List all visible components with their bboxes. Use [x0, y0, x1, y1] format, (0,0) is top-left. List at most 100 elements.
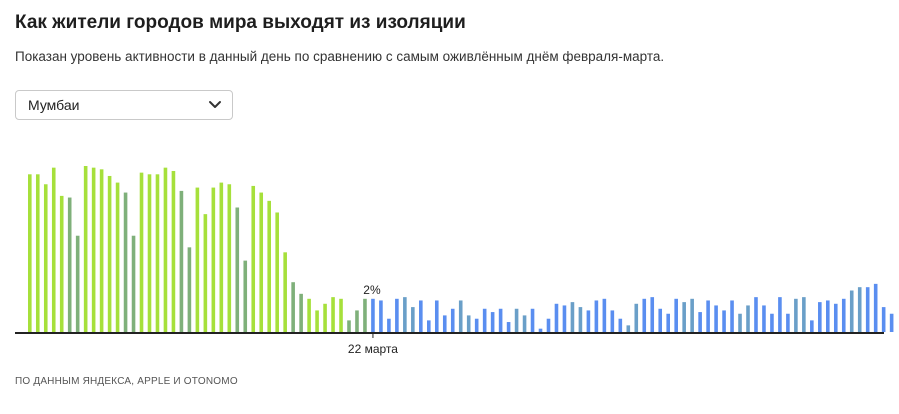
bar-day-58 [482, 308, 487, 332]
bar-day-78 [642, 298, 647, 332]
chart-bars [28, 166, 894, 332]
bar-day-99 [810, 320, 814, 332]
bar-day-5 [59, 195, 64, 332]
bar-day-109 [889, 313, 894, 332]
bar-day-77 [634, 303, 639, 332]
bar-day-68 [562, 305, 567, 332]
bar-day-87 [714, 305, 718, 332]
bar-day-1 [28, 174, 32, 332]
bar-day-26 [227, 184, 232, 332]
bar-day-16 [147, 174, 152, 332]
bar-day-71 [586, 310, 591, 332]
bar-day-83 [682, 302, 686, 332]
bar-day-72 [594, 300, 599, 332]
bar-day-27 [235, 207, 240, 332]
bar-day-52 [434, 300, 439, 332]
bar-day-32 [275, 212, 279, 332]
bar-day-4 [51, 167, 56, 332]
bar-day-2 [35, 174, 40, 332]
bar-day-66 [546, 318, 551, 332]
bar-day-33 [283, 252, 287, 332]
bar-day-8 [83, 166, 88, 332]
bar-day-101 [826, 300, 830, 332]
bar-day-65 [538, 328, 543, 332]
city-select[interactable]: Мумбаи [15, 90, 233, 120]
x-tick-label: 22 марта [348, 342, 398, 356]
bar-day-28 [243, 260, 248, 332]
bar-day-51 [427, 320, 431, 332]
bar-day-48 [403, 297, 407, 332]
bar-day-37 [315, 310, 319, 332]
bar-day-56 [466, 315, 471, 332]
bar-day-69 [570, 302, 575, 332]
bar-day-43 [363, 298, 367, 332]
bar-day-53 [442, 315, 447, 332]
bar-day-47 [395, 298, 399, 332]
bar-day-100 [818, 302, 822, 332]
bar-day-49 [411, 307, 415, 332]
bar-day-7 [75, 235, 80, 332]
bar-day-60 [498, 308, 503, 332]
bar-day-36 [307, 298, 311, 332]
bar-day-102 [833, 303, 838, 332]
bar-day-23 [203, 214, 208, 332]
page-subtitle: Показан уровень активности в данный день… [15, 49, 665, 64]
bar-day-98 [802, 297, 806, 332]
bar-day-64 [530, 308, 535, 332]
bar-day-61 [506, 322, 511, 332]
bar-day-96 [786, 313, 790, 332]
bar-day-76 [626, 325, 631, 332]
bar-day-45 [379, 300, 383, 332]
bar-day-95 [778, 297, 782, 332]
bar-day-70 [578, 307, 583, 332]
bar-day-40 [339, 298, 343, 332]
bar-day-15 [139, 172, 144, 332]
bar-day-31 [267, 200, 271, 332]
value-annotation: 2% [363, 283, 381, 297]
bar-day-14 [131, 235, 136, 332]
bar-day-80 [658, 308, 663, 332]
bar-day-41 [347, 320, 351, 332]
bar-day-20 [179, 190, 184, 332]
page-title: Как жители городов мира выходят из изоля… [15, 12, 466, 33]
bar-day-30 [259, 192, 264, 332]
bar-day-21 [187, 247, 192, 332]
bar-day-89 [730, 300, 734, 332]
bar-day-86 [706, 300, 710, 332]
bar-day-63 [522, 315, 527, 332]
bar-day-90 [738, 313, 742, 332]
bar-day-55 [458, 300, 463, 332]
bar-day-19 [171, 170, 176, 332]
bar-day-62 [514, 308, 519, 332]
bar-day-24 [211, 187, 216, 332]
bar-day-46 [387, 318, 391, 332]
bar-day-85 [698, 312, 702, 332]
bar-day-11 [107, 175, 112, 332]
bar-day-94 [770, 313, 774, 332]
bar-day-79 [650, 297, 655, 332]
bar-day-12 [115, 182, 120, 332]
bar-day-97 [794, 298, 798, 332]
bar-day-84 [690, 298, 694, 332]
bar-day-42 [355, 310, 359, 332]
bar-day-22 [195, 187, 200, 332]
bar-day-50 [419, 300, 423, 332]
activity-bar-chart: 22 марта 2% [15, 166, 894, 356]
bar-day-67 [554, 303, 559, 332]
bar-day-9 [91, 167, 96, 332]
bar-day-82 [674, 298, 678, 332]
bar-day-105 [857, 287, 862, 332]
bar-day-3 [43, 184, 48, 332]
bar-day-107 [873, 283, 878, 332]
bar-day-59 [490, 312, 495, 332]
bar-day-103 [841, 298, 846, 332]
bar-day-106 [865, 287, 870, 332]
bar-day-35 [299, 293, 303, 332]
bar-day-38 [323, 303, 327, 332]
bar-day-75 [618, 318, 623, 332]
chevron-down-icon [209, 101, 221, 108]
bar-day-17 [155, 174, 160, 332]
city-select-value: Мумбаи [28, 97, 80, 113]
bar-day-44 [371, 298, 375, 332]
bar-day-93 [762, 305, 766, 332]
